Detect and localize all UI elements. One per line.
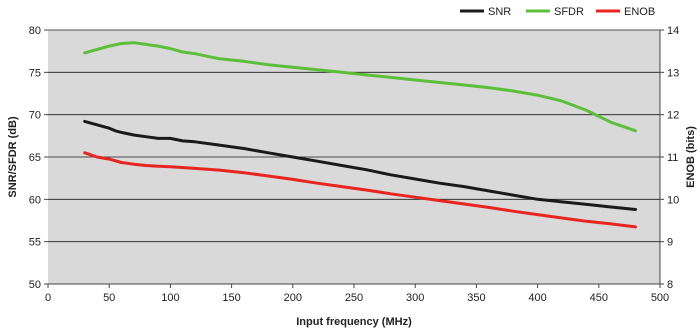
y-left-axis-ticks: 50 55 60 65 70 75 80: [29, 25, 48, 291]
series-lines: [83, 41, 637, 229]
x-tick-label: 350: [467, 292, 485, 304]
legend: SNR SFDR ENOB: [460, 6, 655, 18]
x-tick-label: 0: [45, 292, 51, 304]
series-line-sfdr: [83, 41, 637, 133]
x-tick-label: 150: [222, 292, 240, 304]
y-left-tick-label: 60: [29, 194, 41, 206]
x-axis-title: Input frequency (MHz): [296, 316, 412, 328]
x-tick-label: 250: [345, 292, 363, 304]
x-tick-label: 500: [651, 292, 669, 304]
x-tick-label: 100: [161, 292, 179, 304]
y-right-tick-label: 11: [667, 152, 678, 164]
y-left-tick-label: 55: [29, 237, 41, 249]
legend-label-snr: SNR: [488, 6, 511, 18]
y-left-axis-title: SNR/SFDR (dB): [7, 116, 19, 198]
x-tick-label: 400: [528, 292, 546, 304]
y-left-tick-label: 75: [29, 67, 41, 79]
y-left-tick-label: 65: [29, 152, 41, 164]
y-right-axis-title: ENOB (bits): [685, 126, 697, 188]
y-right-tick-label: 12: [667, 110, 679, 122]
y-right-tick-label: 14: [667, 25, 679, 37]
y-right-tick-label: 8: [667, 279, 673, 291]
legend-label-enob: ENOB: [624, 6, 655, 18]
y-left-tick-label: 50: [29, 279, 41, 291]
x-tick-label: 50: [103, 292, 115, 304]
y-left-tick-label: 80: [29, 25, 41, 37]
y-right-axis-ticks: 8 9 10 11 12 13 14: [660, 25, 679, 291]
y-left-tick-label: 70: [29, 110, 41, 122]
x-tick-label: 300: [406, 292, 424, 304]
x-tick-label: 200: [284, 292, 302, 304]
y-right-tick-label: 9: [667, 237, 673, 249]
x-axis-ticks: 0 50 100 150 200 250 300 350 400 450 500: [45, 284, 669, 304]
x-tick-label: 450: [590, 292, 608, 304]
y-right-tick-label: 13: [667, 67, 679, 79]
y-right-tick-label: 10: [667, 194, 679, 206]
grid-lines: [48, 29, 660, 243]
series-line-enob: [83, 151, 637, 229]
series-line-snr: [83, 119, 637, 211]
legend-label-sfdr: SFDR: [554, 6, 584, 18]
